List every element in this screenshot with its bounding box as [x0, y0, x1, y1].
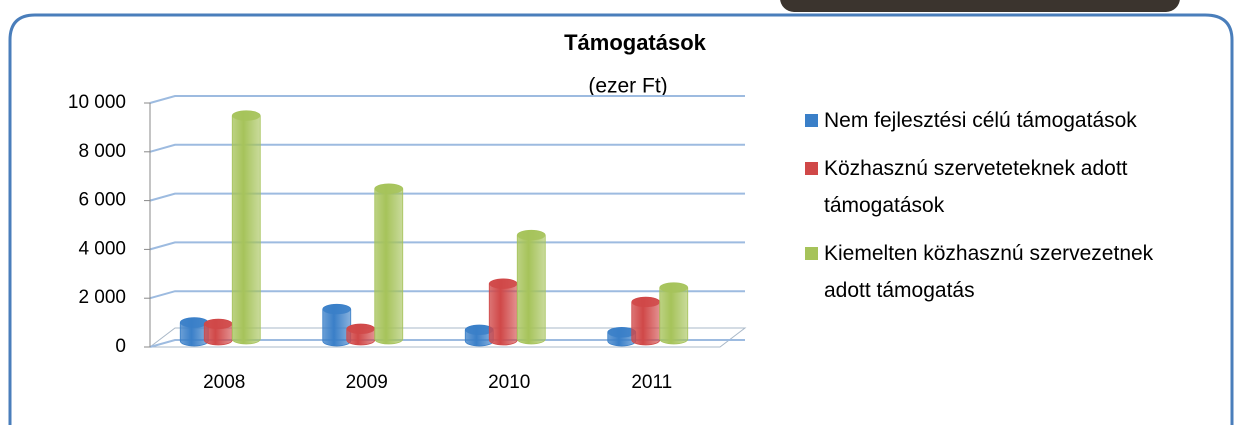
grid-line	[149, 290, 745, 300]
bar	[374, 183, 404, 345]
bar-top	[204, 319, 233, 330]
bar	[516, 229, 546, 345]
chart-subtitle: (ezer Ft)	[588, 75, 667, 98]
bar-top	[346, 324, 375, 335]
legend-label: Közhasznú szerveteteknek adott támogatás…	[824, 157, 1128, 217]
bar-top	[489, 278, 518, 289]
y-tick-label: 2 000	[78, 287, 126, 308]
legend-label: Kiemelten közhasznú szervezetnek adott t…	[824, 242, 1154, 302]
bar-top	[631, 297, 660, 308]
grid-line	[149, 192, 745, 202]
bar	[231, 110, 261, 345]
y-tick-label: 6 000	[78, 190, 126, 211]
floor	[148, 327, 747, 348]
legend-item: Kiemelten közhasznú szervezetnek adott t…	[805, 235, 1155, 309]
bar-top	[322, 304, 351, 315]
grid-line	[149, 95, 745, 104]
bar-top	[374, 183, 403, 194]
x-tick-label: 2008	[203, 372, 245, 393]
y-tick-label: 4 000	[78, 238, 126, 259]
legend-swatch	[805, 247, 818, 260]
bar-top	[517, 230, 546, 241]
image-fragment	[780, 0, 1180, 12]
y-tick-label: 10 000	[68, 92, 126, 113]
bar-top	[180, 317, 209, 328]
y-tick-label: 0	[115, 336, 126, 357]
legend-item: Közhasznú szerveteteknek adott támogatás…	[805, 150, 1155, 224]
grid-line	[149, 339, 745, 348]
x-tick-label: 2010	[488, 372, 530, 393]
grid-line	[149, 143, 745, 153]
legend-swatch	[805, 162, 818, 175]
bar-top	[232, 110, 261, 121]
legend-item: Nem fejlesztési célú támogatások	[805, 102, 1155, 139]
legend-swatch	[805, 114, 818, 127]
grid-line	[149, 241, 745, 251]
y-tick-label: 8 000	[78, 141, 126, 162]
bar-top	[607, 327, 636, 338]
bar-top	[659, 282, 688, 293]
chart-title: Támogatások	[564, 30, 707, 55]
legend: Nem fejlesztési célú támogatások Közhaszn…	[805, 102, 1155, 320]
bar-top	[465, 325, 494, 336]
panel-border	[8, 13, 1234, 425]
x-tick-label: 2009	[346, 372, 388, 393]
bar	[659, 282, 689, 345]
legend-label: Nem fejlesztési célú támogatások	[824, 109, 1137, 132]
x-tick-label: 2011	[631, 372, 672, 393]
